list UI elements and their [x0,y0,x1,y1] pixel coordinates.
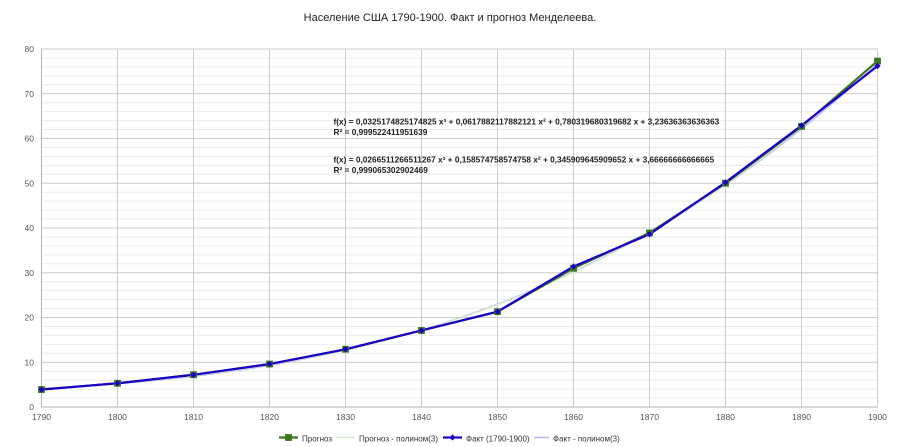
svg-text:1880: 1880 [716,412,735,422]
svg-text:50: 50 [25,178,35,188]
svg-text:1890: 1890 [792,412,811,422]
svg-text:f(x) = 0,0325174825174825 x³ +: f(x) = 0,0325174825174825 x³ + 0,0617882… [334,117,720,127]
svg-text:f(x) = 0,0266511266511267 x³ +: f(x) = 0,0266511266511267 x³ + 0,1585747… [334,154,715,164]
svg-text:70: 70 [25,89,35,99]
svg-text:Факт - полином(3): Факт - полином(3) [553,435,620,444]
svg-text:1840: 1840 [412,412,431,422]
svg-text:20: 20 [25,313,35,323]
svg-text:40: 40 [25,223,35,233]
svg-text:1900: 1900 [868,412,887,422]
svg-text:Прогноз: Прогноз [302,435,332,444]
svg-text:R² = 0,999065302902469: R² = 0,999065302902469 [334,165,429,175]
svg-text:1820: 1820 [260,412,279,422]
svg-text:60: 60 [25,134,35,144]
svg-text:80: 80 [25,44,35,54]
svg-text:1830: 1830 [336,412,355,422]
svg-text:30: 30 [25,268,35,278]
svg-text:1800: 1800 [108,412,127,422]
svg-text:R² = 0,999522411951639: R² = 0,999522411951639 [334,127,428,137]
svg-text:1870: 1870 [640,412,659,422]
svg-text:1790: 1790 [32,412,51,422]
svg-text:1850: 1850 [488,412,507,422]
svg-text:1860: 1860 [564,412,583,422]
svg-text:0: 0 [29,402,34,412]
svg-text:1810: 1810 [184,412,203,422]
svg-text:Прогноз - полином(3): Прогноз - полином(3) [359,435,438,444]
svg-text:10: 10 [25,357,35,367]
svg-text:Факт (1790-1900): Факт (1790-1900) [466,435,530,444]
